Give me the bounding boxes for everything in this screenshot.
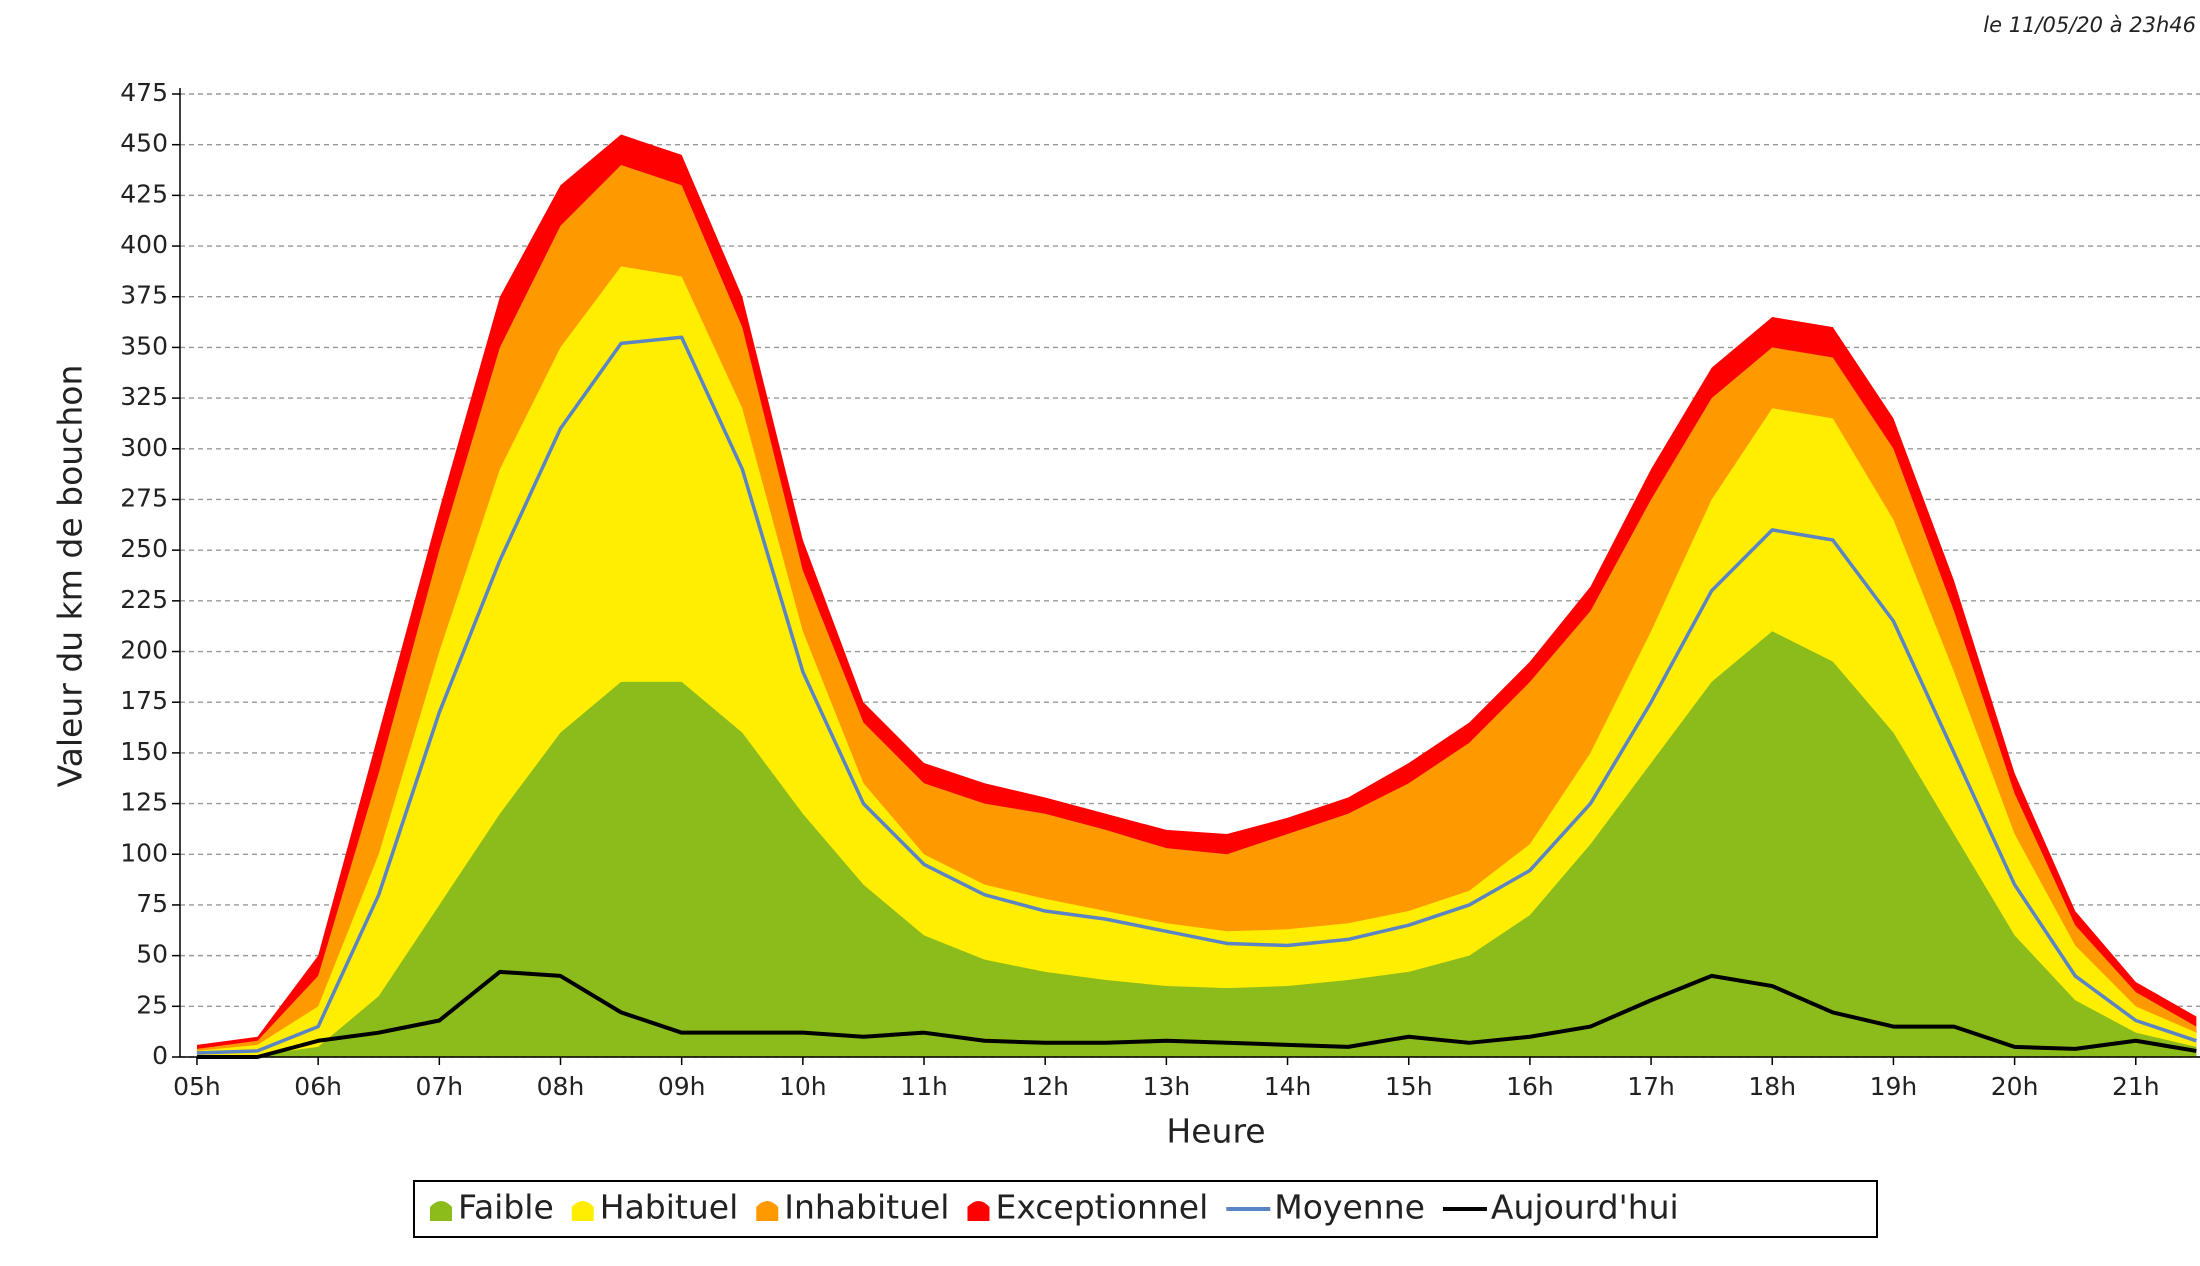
y-tick-label: 200 [120, 636, 168, 665]
legend-marker [967, 1201, 990, 1221]
x-tick-label: 16h [1506, 1072, 1554, 1101]
legend-label: Exceptionnel [995, 1188, 1208, 1227]
legend-marker [756, 1201, 779, 1221]
legend-label: Inhabituel [784, 1188, 949, 1227]
y-tick-label: 225 [120, 585, 168, 614]
y-tick-label: 125 [120, 788, 168, 817]
x-tick-label: 20h [1991, 1072, 2039, 1101]
legend-marker [430, 1201, 452, 1221]
x-tick-label: 10h [779, 1072, 827, 1101]
x-tick-label: 09h [658, 1072, 706, 1101]
y-tick-label: 400 [120, 230, 168, 259]
y-tick-label: 475 [120, 78, 168, 107]
legend-label: Moyenne [1274, 1188, 1425, 1227]
x-tick-label: 18h [1748, 1072, 1796, 1101]
line [196, 969, 2197, 1059]
y-tick-label: 425 [120, 179, 168, 208]
x-tick-label: 19h [1870, 1072, 1918, 1101]
x-tick-label: 14h [1264, 1072, 1312, 1101]
y-tick-label: 450 [120, 129, 168, 158]
x-tick-label: 13h [1143, 1072, 1191, 1101]
y-tick-label: 150 [120, 737, 168, 766]
y-tick-label: 75 [136, 889, 168, 918]
y-tick-label: 175 [120, 686, 168, 715]
x-tick-label: 11h [900, 1072, 948, 1101]
x-tick-label: 17h [1627, 1072, 1675, 1101]
y-tick-label: 0 [152, 1041, 168, 1070]
x-tick-label: 21h [2112, 1072, 2160, 1101]
x-tick-label: 05h [173, 1072, 221, 1101]
area [196, 631, 2197, 1057]
y-tick-label: 325 [120, 382, 168, 411]
legend-label: Aujourd'hui [1491, 1188, 1679, 1227]
y-tick-label: 100 [120, 838, 168, 867]
legend-box [413, 1180, 1878, 1238]
y-tick-label: 275 [120, 483, 168, 512]
legend-label: Habituel [600, 1188, 738, 1227]
line [196, 335, 2197, 1055]
y-axis-label: Valeur du km de bouchon [51, 365, 90, 788]
x-tick-label: 07h [415, 1072, 463, 1101]
x-tick-label: 08h [537, 1072, 585, 1101]
x-tick-label: 15h [1385, 1072, 1433, 1101]
legend-label: Faible [458, 1188, 554, 1227]
y-tick-label: 350 [120, 331, 168, 360]
y-tick-label: 50 [136, 940, 168, 969]
y-tick-label: 375 [120, 281, 168, 310]
x-tick-label: 12h [1021, 1072, 1069, 1101]
x-axis-label: Heure [1166, 1112, 1265, 1151]
y-tick-label: 250 [120, 534, 168, 563]
y-tick-label: 300 [120, 433, 168, 462]
y-tick-label: 25 [136, 990, 168, 1019]
legend-marker [571, 1201, 594, 1221]
x-tick-label: 06h [294, 1072, 342, 1101]
chart-subtitle: le 11/05/20 à 23h46 [1983, 13, 2196, 37]
